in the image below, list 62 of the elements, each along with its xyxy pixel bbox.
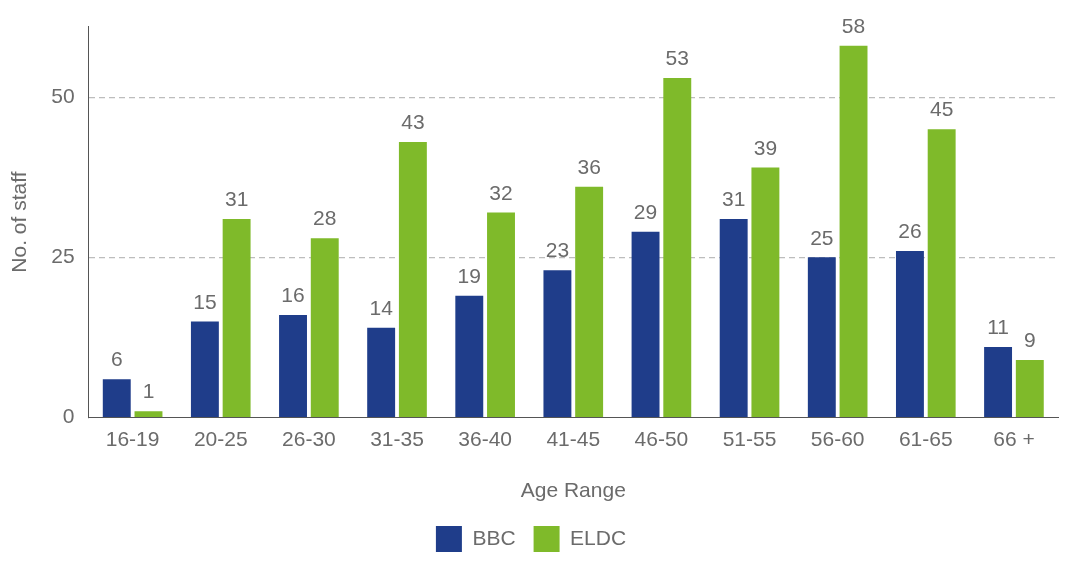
data-label: 11 bbox=[987, 315, 1009, 339]
bar bbox=[455, 295, 484, 417]
x-tick-label: 56-60 bbox=[810, 427, 865, 450]
bar bbox=[134, 411, 163, 417]
bar bbox=[487, 212, 515, 417]
bar bbox=[663, 77, 692, 417]
bar bbox=[927, 129, 956, 417]
data-label: 31 bbox=[722, 187, 746, 211]
y-tick-label: 0 bbox=[62, 404, 75, 428]
bar bbox=[751, 167, 780, 417]
data-label: 45 bbox=[929, 97, 954, 121]
data-label: 39 bbox=[753, 135, 778, 159]
data-label: 25 bbox=[810, 225, 834, 249]
bar bbox=[102, 379, 131, 417]
x-tick-label: 16-19 bbox=[105, 427, 160, 450]
bar bbox=[807, 257, 836, 417]
data-label: 43 bbox=[401, 110, 425, 134]
data-label: 26 bbox=[898, 219, 922, 243]
y-tick-label: 50 bbox=[51, 83, 75, 107]
x-tick-label: 20-25 bbox=[193, 427, 248, 450]
bar bbox=[222, 218, 251, 417]
x-tick-label: 41-45 bbox=[546, 427, 601, 450]
x-tick-label: 31-35 bbox=[370, 427, 424, 450]
data-label: 6 bbox=[110, 347, 123, 371]
x-tick-label: 36-40 bbox=[458, 427, 513, 450]
data-label: 15 bbox=[193, 289, 217, 313]
bar bbox=[839, 45, 868, 417]
data-label: 28 bbox=[313, 206, 337, 230]
data-label: 31 bbox=[224, 187, 249, 211]
data-label: 36 bbox=[577, 155, 601, 179]
bar bbox=[1015, 359, 1044, 417]
data-label: 23 bbox=[545, 238, 570, 262]
bar bbox=[895, 250, 924, 417]
bar bbox=[575, 186, 604, 417]
data-label: 58 bbox=[841, 14, 866, 38]
data-label: 1 bbox=[142, 379, 155, 403]
data-label: 16 bbox=[281, 283, 305, 307]
x-tick-label: 66 + bbox=[993, 427, 1035, 450]
bar bbox=[719, 218, 748, 417]
data-label: 19 bbox=[457, 264, 481, 288]
bar bbox=[543, 270, 572, 417]
bar bbox=[190, 321, 219, 417]
bar bbox=[279, 315, 307, 417]
data-label: 32 bbox=[489, 180, 513, 204]
bar bbox=[984, 347, 1013, 417]
y-tick-label: 25 bbox=[51, 244, 75, 268]
bar bbox=[310, 238, 339, 417]
x-tick-label: 51-55 bbox=[722, 427, 777, 450]
data-label: 14 bbox=[369, 296, 394, 320]
legend-label: BBC bbox=[472, 525, 516, 549]
x-tick-label: 26-30 bbox=[282, 427, 336, 450]
x-axis-title: Age Range bbox=[520, 478, 626, 502]
data-label: 9 bbox=[1023, 328, 1036, 352]
x-tick-label: 61-65 bbox=[898, 427, 953, 450]
bar bbox=[398, 141, 427, 417]
bar bbox=[631, 231, 660, 417]
data-label: 53 bbox=[665, 46, 689, 70]
x-tick-label: 46-50 bbox=[634, 427, 689, 450]
data-label: 29 bbox=[633, 200, 658, 224]
legend-label: ELDC bbox=[570, 525, 627, 549]
y-axis-title: No. of staff bbox=[7, 171, 31, 273]
bar bbox=[367, 327, 396, 417]
